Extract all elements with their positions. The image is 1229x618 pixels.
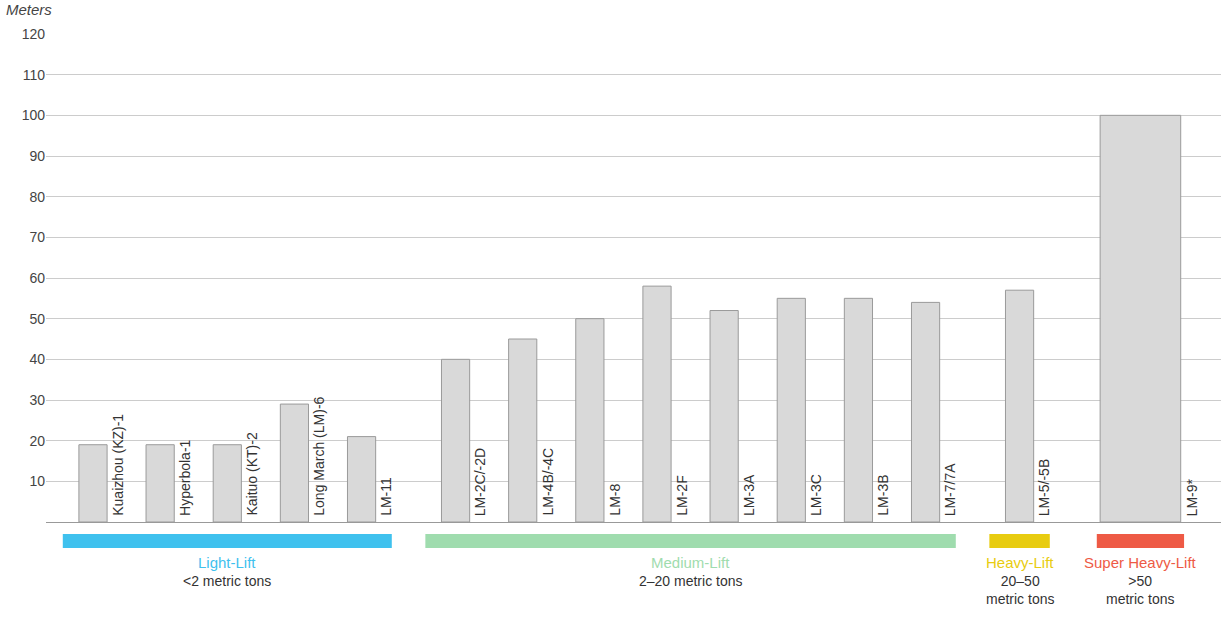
svg-text:2–20 metric tons: 2–20 metric tons <box>639 573 743 589</box>
svg-text:20: 20 <box>29 433 45 449</box>
svg-text:20–50metric tons: 20–50metric tons <box>986 573 1054 607</box>
svg-text:100: 100 <box>22 107 46 123</box>
svg-text:LM-5/-5B: LM-5/-5B <box>1036 459 1052 517</box>
svg-text:LM-9*: LM-9* <box>1184 478 1200 516</box>
svg-text:90: 90 <box>29 148 45 164</box>
svg-text:60: 60 <box>29 270 45 286</box>
svg-text:<2 metric tons: <2 metric tons <box>183 573 271 589</box>
svg-text:70: 70 <box>29 229 45 245</box>
svg-text:Heavy-Lift: Heavy-Lift <box>986 554 1054 571</box>
svg-text:Light-Lift: Light-Lift <box>198 554 256 571</box>
svg-text:10: 10 <box>29 473 45 489</box>
svg-text:LM-4B/-4C: LM-4B/-4C <box>540 448 556 516</box>
svg-text:120: 120 <box>22 26 46 42</box>
svg-text:110: 110 <box>23 67 46 83</box>
svg-text:Long March (LM)-6: Long March (LM)-6 <box>311 396 327 515</box>
svg-text:LM-11: LM-11 <box>378 477 394 516</box>
svg-text:LM-3A: LM-3A <box>741 474 757 516</box>
svg-text:LM-2F: LM-2F <box>674 475 690 515</box>
svg-text:LM-2C/-2D: LM-2C/-2D <box>472 448 488 516</box>
svg-text:80: 80 <box>29 189 45 205</box>
svg-text:Kaituo (KT)-2: Kaituo (KT)-2 <box>244 432 260 515</box>
svg-text:Super Heavy-Lift: Super Heavy-Lift <box>1084 554 1197 571</box>
svg-text:40: 40 <box>29 351 45 367</box>
svg-text:LM-8: LM-8 <box>607 484 623 516</box>
svg-text:LM-7/7A: LM-7/7A <box>942 463 958 517</box>
svg-text:Meters: Meters <box>6 1 52 18</box>
svg-text:50: 50 <box>29 311 45 327</box>
svg-text:Medium-Lift: Medium-Lift <box>651 554 730 571</box>
svg-text:LM-3C: LM-3C <box>808 474 824 516</box>
svg-text:Hyperbola-1: Hyperbola-1 <box>177 439 193 515</box>
svg-text:>50metric tons: >50metric tons <box>1106 573 1174 607</box>
svg-text:30: 30 <box>29 392 45 408</box>
svg-text:Kuaizhou (KZ)-1: Kuaizhou (KZ)-1 <box>110 414 126 516</box>
svg-text:LM-3B: LM-3B <box>875 474 891 515</box>
